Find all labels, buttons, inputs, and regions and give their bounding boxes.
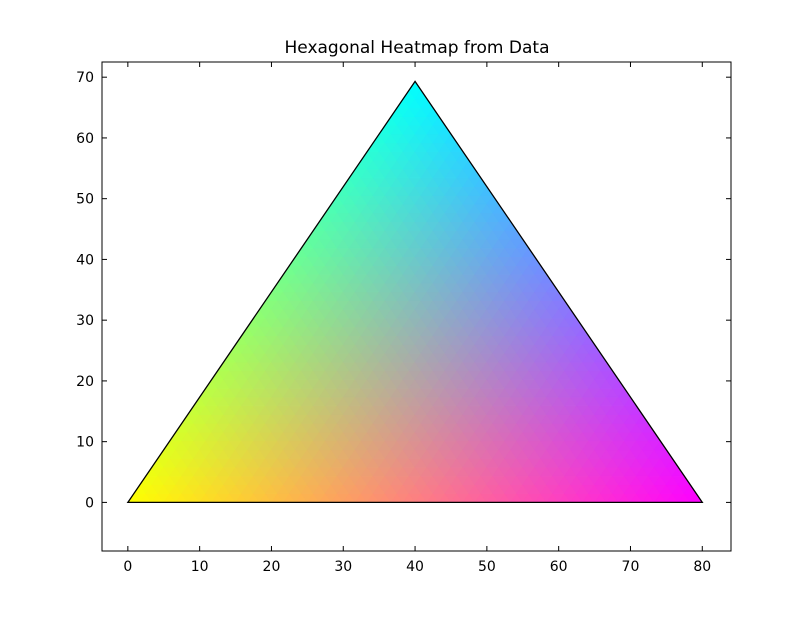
x-tick-label: 10 xyxy=(191,559,209,575)
y-tick-label: 60 xyxy=(76,131,94,147)
y-tick-label: 0 xyxy=(85,495,94,511)
plot-layer xyxy=(126,80,704,504)
y-tick-label: 10 xyxy=(76,435,94,451)
y-tick-label: 70 xyxy=(76,70,94,86)
x-tick-label: 50 xyxy=(478,559,496,575)
x-tick-label: 70 xyxy=(622,559,640,575)
y-tick-label: 50 xyxy=(76,192,94,208)
chart-title: Hexagonal Heatmap from Data xyxy=(285,38,550,58)
heatmap-cells xyxy=(127,80,703,503)
triangle-outline xyxy=(126,80,704,504)
x-tick-label: 40 xyxy=(406,559,424,575)
y-tick-label: 40 xyxy=(76,252,94,268)
ticks-layer: 0 10 20 30 40 50 60 70 80 0 10 20 30 40 50 60 70 xyxy=(76,62,731,575)
y-tick-label: 20 xyxy=(76,374,94,390)
x-tick-label: 20 xyxy=(263,559,281,575)
x-tick-label: 60 xyxy=(550,559,568,575)
y-tick-label: 30 xyxy=(76,313,94,329)
x-tick-label: 80 xyxy=(693,559,711,575)
x-tick-label: 30 xyxy=(334,559,352,575)
axes-frame xyxy=(101,61,732,552)
x-tick-label: 0 xyxy=(123,559,132,575)
